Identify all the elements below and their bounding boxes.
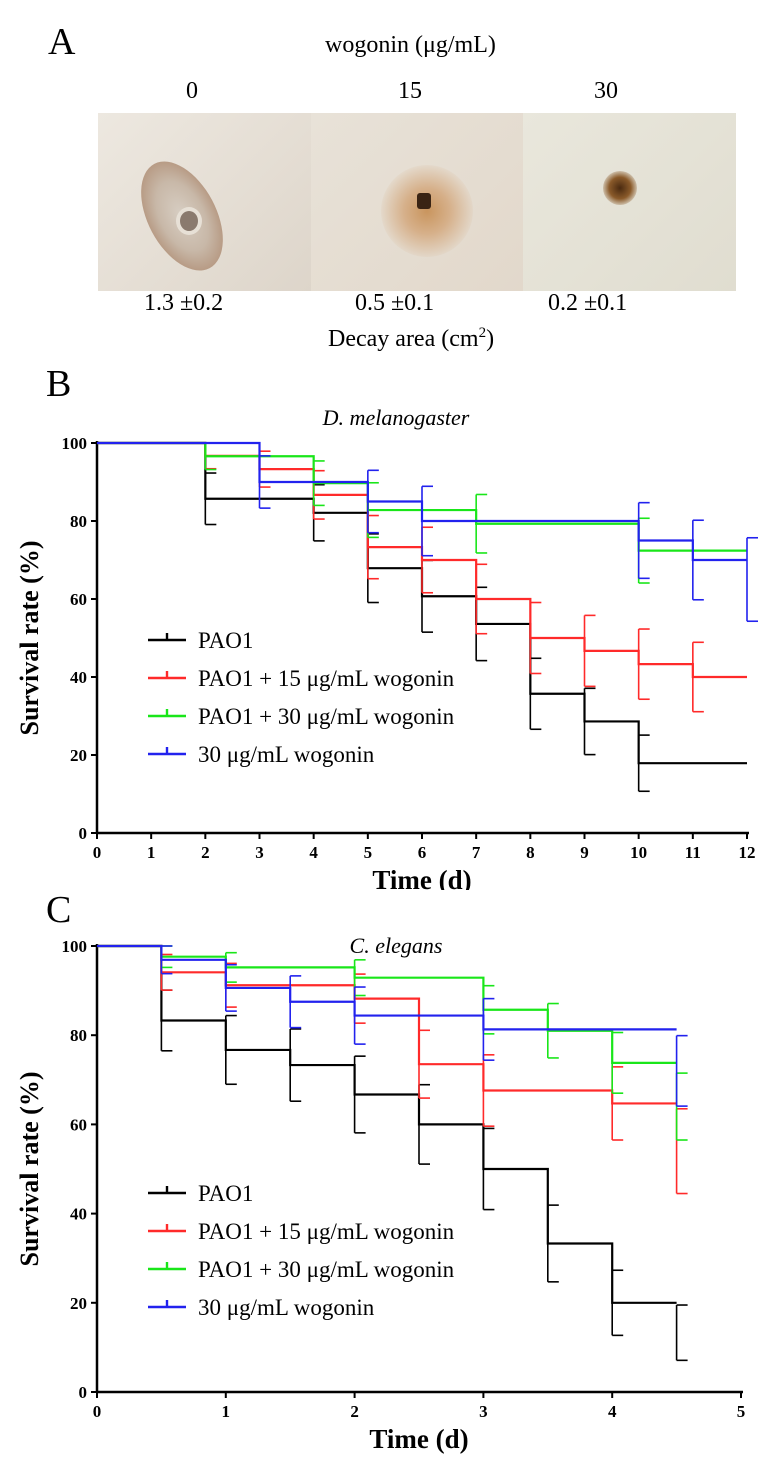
chart0-series-0-legend-label: PAO1 [198,628,253,653]
chart0-y-tick-label: 20 [70,746,87,765]
concentration-label-30: 30 [594,78,618,104]
chart0-x-tick-label: 0 [93,843,102,862]
chart1-series-0-line [97,944,677,1304]
chart1-y-tick-label: 0 [79,1383,88,1402]
treatment-label: wogonin (μg/mL) [325,32,496,58]
chart1-y-axis-label: Survival rate (%) [15,1072,44,1267]
chart0-y-tick-label: 60 [70,590,87,609]
chart1-y-tick-label: 60 [70,1115,87,1134]
decay-value-30: 0.2 ±0.1 [548,290,628,316]
panel-c-letter: C [46,889,72,931]
chart0-x-tick-label: 6 [418,843,427,862]
chart0-y-tick-label: 100 [62,434,88,453]
chart0-y-tick-label: 0 [79,824,88,843]
chart0-x-tick-label: 4 [309,843,318,862]
decay-area-label: Decay area (cm2) [328,325,495,352]
chart1-x-tick-label: 3 [479,1402,488,1421]
chart0-x-tick-label: 7 [472,843,481,862]
survival-chart-celegans: C. elegans 0 20 40 60 80 100 0 1 2 3 4 5 Time (d) Surv… [15,933,746,1454]
chart1-y-tick-label: 40 [70,1205,87,1224]
chart0-x-tick-label: 9 [580,843,589,862]
chart0-x-axis-label: Time (d) [372,865,471,890]
chart1-x-axis-label: Time (d) [369,1424,468,1454]
chart1-series-1-legend-label: PAO1 + 15 μg/mL wogonin [198,1219,455,1244]
decay-value-0: 1.3 ±0.2 [144,290,224,316]
chart0-title: D. melanogaster [322,405,470,430]
chart0-x-tick-label: 10 [630,843,647,862]
chart1-y-tick-label: 100 [62,937,88,956]
chart0-series-3-legend-label: 30 μg/mL wogonin [198,742,375,767]
chart0-x-tick-label: 8 [526,843,535,862]
decay-photo-30 [523,113,736,291]
chart1-title: C. elegans [350,933,443,958]
chart1-x-tick-label: 4 [608,1402,617,1421]
chart1-y-tick-label: 80 [70,1026,87,1045]
chart0-y-axis-label: Survival rate (%) [15,541,44,736]
concentration-label-0: 0 [186,78,198,104]
chart1-series-1-line [97,944,677,1105]
chart0-y-tick-label: 80 [70,512,87,531]
chart1-series-2-legend-label: PAO1 + 30 μg/mL wogonin [198,1257,455,1282]
chart0-x-tick-label: 3 [255,843,264,862]
chart0-x-tick-label: 5 [364,843,373,862]
chart0-x-tick-label: 11 [685,843,701,862]
chart1-x-tick-label: 1 [222,1402,231,1421]
chart0-series-0-line [97,441,747,765]
chart1-series-0-legend-label: PAO1 [198,1181,253,1206]
chart0-series-2-legend-label: PAO1 + 30 μg/mL wogonin [198,704,455,729]
chart0-x-tick-label: 2 [201,843,210,862]
chart1-series-3-legend-label: 30 μg/mL wogonin [198,1295,375,1320]
panel-a-letter: A [48,21,76,63]
chart0-series-1-legend-label: PAO1 + 15 μg/mL wogonin [198,666,455,691]
chart0-x-tick-label: 1 [147,843,156,862]
chart1-series-3-line [97,944,677,1031]
chart0-y-tick-label: 40 [70,668,87,687]
chart1-x-tick-label: 2 [350,1402,359,1421]
concentration-label-15: 15 [398,78,422,104]
chart1-x-tick-label: 0 [93,1402,102,1421]
decay-photo-0 [98,113,311,291]
chart1-x-tick-label: 5 [737,1402,746,1421]
chart1-y-tick-label: 20 [70,1294,87,1313]
chart1-series-2-line [97,944,677,1064]
panel-b-letter: B [46,363,72,405]
chart0-x-tick-label: 12 [739,843,756,862]
decay-photo-15 [311,113,523,291]
decay-value-15: 0.5 ±0.1 [355,290,435,316]
